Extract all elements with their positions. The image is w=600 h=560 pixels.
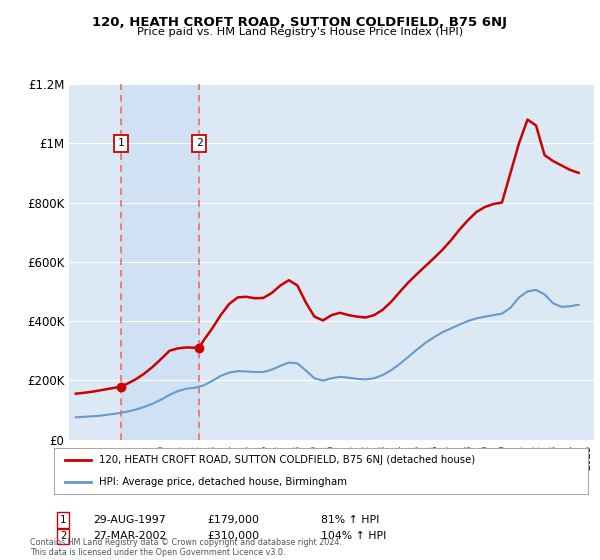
- Text: 2: 2: [60, 531, 66, 542]
- Text: 81% ↑ HPI: 81% ↑ HPI: [321, 515, 379, 525]
- Text: 120, HEATH CROFT ROAD, SUTTON COLDFIELD, B75 6NJ: 120, HEATH CROFT ROAD, SUTTON COLDFIELD,…: [92, 16, 508, 29]
- Text: £310,000: £310,000: [207, 531, 259, 542]
- Text: 120, HEATH CROFT ROAD, SUTTON COLDFIELD, B75 6NJ (detached house): 120, HEATH CROFT ROAD, SUTTON COLDFIELD,…: [100, 455, 476, 465]
- Text: Contains HM Land Registry data © Crown copyright and database right 2024.
This d: Contains HM Land Registry data © Crown c…: [30, 538, 342, 557]
- Text: Price paid vs. HM Land Registry's House Price Index (HPI): Price paid vs. HM Land Registry's House …: [137, 27, 463, 38]
- Text: 2: 2: [196, 138, 202, 148]
- Text: 1: 1: [118, 138, 125, 148]
- Text: £179,000: £179,000: [207, 515, 259, 525]
- Text: 29-AUG-1997: 29-AUG-1997: [93, 515, 166, 525]
- Text: 104% ↑ HPI: 104% ↑ HPI: [321, 531, 386, 542]
- Text: HPI: Average price, detached house, Birmingham: HPI: Average price, detached house, Birm…: [100, 477, 347, 487]
- Text: 27-MAR-2002: 27-MAR-2002: [93, 531, 166, 542]
- Bar: [121, 84, 199, 440]
- Text: 1: 1: [60, 515, 66, 525]
